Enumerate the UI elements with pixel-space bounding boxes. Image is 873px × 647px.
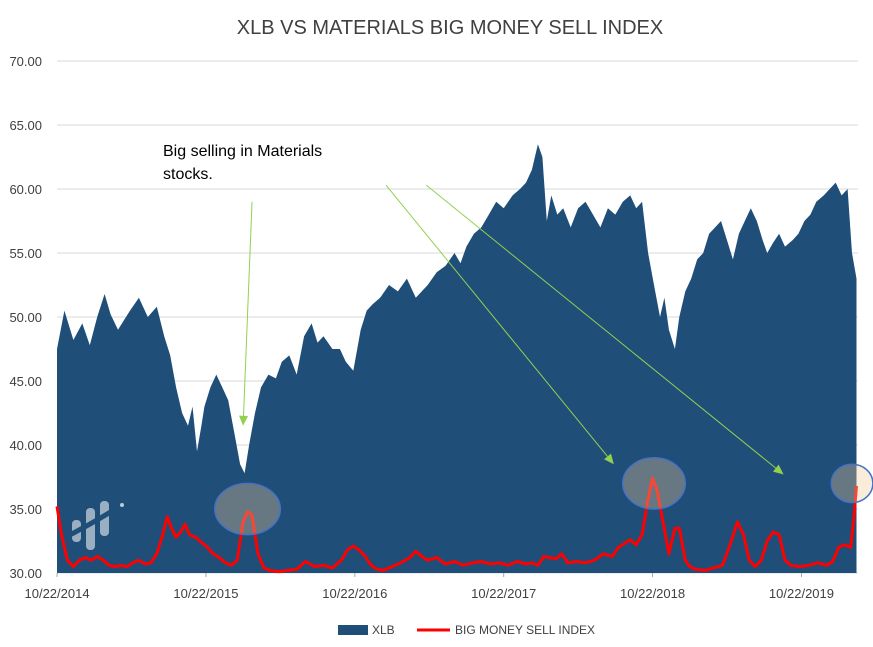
x-tick-label: 10/22/2017 xyxy=(471,586,536,601)
annotation-arrow xyxy=(243,201,253,416)
y-tick-label: 55.00 xyxy=(9,246,42,261)
annotation-arrow xyxy=(385,184,608,457)
x-tick-label: 10/22/2014 xyxy=(25,586,90,601)
xlb-area xyxy=(57,144,857,573)
legend: XLB BIG MONEY SELL INDEX xyxy=(338,623,595,637)
annotation-line-2: stocks. xyxy=(163,166,213,183)
x-axis: 10/22/2014 10/22/2015 10/22/2016 10/22/2017… xyxy=(25,573,834,601)
annotation-arrow xyxy=(425,184,777,469)
x-tick-label: 10/22/2018 xyxy=(620,586,685,601)
y-tick-label: 50.00 xyxy=(9,310,42,325)
highlight-ellipse xyxy=(830,463,873,504)
y-tick-label: 70.00 xyxy=(9,54,42,69)
legend-label-sell-index: BIG MONEY SELL INDEX xyxy=(455,623,595,637)
x-tick-label: 10/22/2015 xyxy=(173,586,238,601)
y-tick-label: 40.00 xyxy=(9,438,42,453)
chart-title: XLB VS MATERIALS BIG MONEY SELL INDEX xyxy=(237,17,663,39)
highlight-ellipse xyxy=(214,482,282,536)
annotation-arrowhead xyxy=(604,453,614,465)
annotation-arrowhead xyxy=(772,464,784,475)
xlb-area-series xyxy=(57,144,857,573)
watermark-logo-icon xyxy=(58,501,124,550)
y-tick-label: 60.00 xyxy=(9,182,42,197)
y-tick-label: 45.00 xyxy=(9,374,42,389)
x-tick-label: 10/22/2016 xyxy=(322,586,387,601)
annotation-arrows xyxy=(239,184,784,475)
annotation-arrowhead xyxy=(239,415,249,426)
legend-swatch-xlb xyxy=(338,625,368,635)
x-tick-label: 10/22/2019 xyxy=(769,586,834,601)
y-axis: 70.00 65.00 60.00 55.00 50.00 45.00 40.00 35.00… xyxy=(9,54,42,581)
y-tick-label: 35.00 xyxy=(9,502,42,517)
y-tick-label: 30.00 xyxy=(9,566,42,581)
y-tick-label: 65.00 xyxy=(9,118,42,133)
sell-index-line xyxy=(55,476,858,574)
legend-label-xlb: XLB xyxy=(372,623,395,637)
big-money-sell-line-series xyxy=(55,476,858,574)
highlight-ellipse xyxy=(622,457,687,510)
highlight-ellipses xyxy=(214,457,873,536)
annotation-line-1: Big selling in Materials xyxy=(163,143,322,160)
